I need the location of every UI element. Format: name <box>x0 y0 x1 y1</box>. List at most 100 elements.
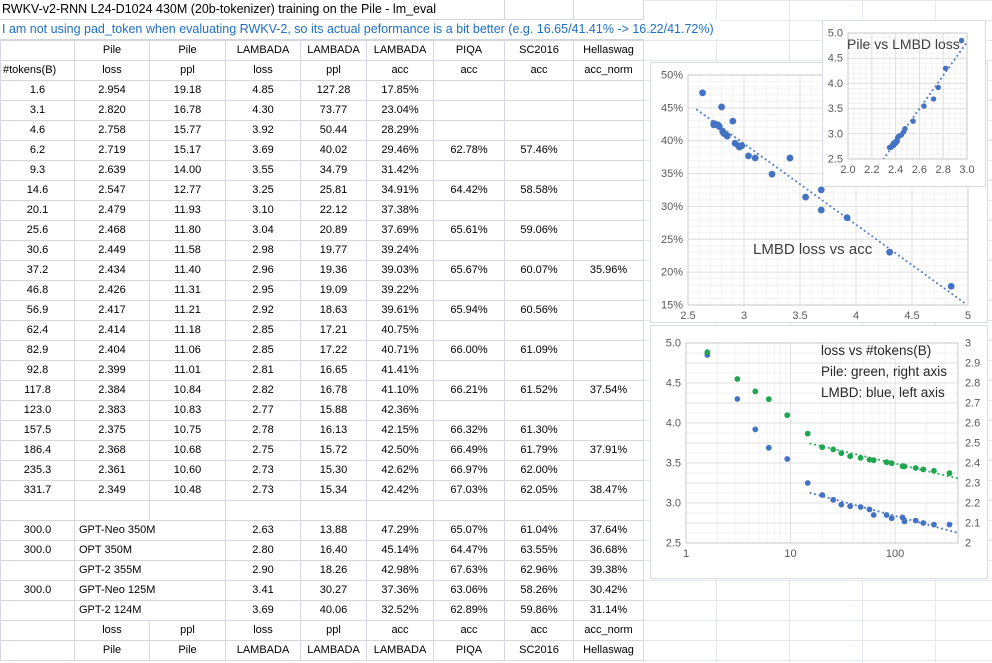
cell[interactable] <box>573 460 644 481</box>
cell[interactable]: 66.21% <box>433 380 505 401</box>
cell[interactable] <box>504 100 574 121</box>
cell[interactable]: 3.10 <box>225 200 301 221</box>
cell[interactable]: 16.78 <box>300 380 367 401</box>
column-header[interactable]: loss <box>225 620 301 641</box>
cell[interactable] <box>573 180 644 201</box>
cell[interactable]: 66.97% <box>433 460 505 481</box>
cell[interactable]: 59.86% <box>504 600 574 621</box>
cell[interactable]: 186.4 <box>0 440 75 461</box>
cell[interactable]: 11.40 <box>149 260 226 281</box>
cell[interactable]: 34.91% <box>366 180 434 201</box>
cell[interactable]: 20.1 <box>0 200 75 221</box>
cell[interactable]: 2.81 <box>225 360 301 381</box>
cell[interactable] <box>573 240 644 261</box>
cell[interactable] <box>573 500 644 521</box>
cell[interactable]: 37.2 <box>0 260 75 281</box>
cell[interactable]: 2.417 <box>74 300 150 321</box>
column-header[interactable]: acc <box>366 60 434 81</box>
cell[interactable] <box>433 360 505 381</box>
series-points[interactable] <box>886 37 965 151</box>
cell[interactable] <box>504 240 574 261</box>
cell[interactable] <box>504 80 574 101</box>
cell[interactable] <box>0 560 75 581</box>
cell[interactable]: 2.82 <box>225 380 301 401</box>
cell[interactable]: 29.46% <box>366 140 434 161</box>
cell[interactable] <box>573 300 644 321</box>
cell[interactable]: 11.80 <box>149 220 226 241</box>
cell[interactable]: 82.9 <box>0 340 75 361</box>
cell[interactable]: 18.26 <box>300 560 367 581</box>
cell[interactable]: 39.24% <box>366 240 434 261</box>
cell[interactable]: 65.61% <box>433 220 505 241</box>
cell[interactable]: 58.58% <box>504 180 574 201</box>
cell[interactable]: 11.58 <box>149 240 226 261</box>
cell[interactable]: 2.77 <box>225 400 301 421</box>
cell[interactable]: 3.69 <box>225 600 301 621</box>
cell[interactable]: 15.30 <box>300 460 367 481</box>
cell[interactable]: 61.79% <box>504 440 574 461</box>
cell[interactable]: 2.73 <box>225 480 301 501</box>
column-header[interactable]: acc <box>433 60 505 81</box>
cell[interactable] <box>573 200 644 221</box>
cell[interactable]: 42.98% <box>366 560 434 581</box>
column-header[interactable]: LAMBADA <box>225 640 301 661</box>
cell[interactable]: GPT-2 124M <box>74 600 226 621</box>
cell[interactable]: 92.8 <box>0 360 75 381</box>
cell[interactable] <box>433 80 505 101</box>
cell[interactable]: 2.383 <box>74 400 150 421</box>
cell[interactable] <box>573 400 644 421</box>
cell[interactable] <box>300 500 367 521</box>
cell[interactable]: 2.414 <box>74 320 150 341</box>
cell[interactable]: 46.8 <box>0 280 75 301</box>
cell[interactable]: 30.42% <box>573 580 644 601</box>
cell[interactable]: 4.6 <box>0 120 75 141</box>
cell[interactable]: 2.85 <box>225 340 301 361</box>
cell[interactable] <box>573 280 644 301</box>
cell[interactable]: 2.90 <box>225 560 301 581</box>
cell[interactable]: 41.10% <box>366 380 434 401</box>
cell[interactable]: 127.28 <box>300 80 367 101</box>
cell[interactable]: 2.449 <box>74 240 150 261</box>
column-header[interactable]: loss <box>74 620 150 641</box>
column-header[interactable]: LAMBADA <box>300 40 367 61</box>
cell[interactable]: 30.6 <box>0 240 75 261</box>
cell[interactable]: 2.368 <box>74 440 150 461</box>
cell[interactable]: 19.18 <box>149 80 226 101</box>
cell[interactable]: 300.0 <box>0 580 75 601</box>
cell[interactable]: 10.84 <box>149 380 226 401</box>
column-header[interactable]: #tokens(B) <box>0 60 75 81</box>
cell[interactable]: 37.64% <box>573 520 644 541</box>
cell[interactable]: GPT-Neo 125M <box>74 580 226 601</box>
cell[interactable]: 18.63 <box>300 300 367 321</box>
cell[interactable]: 50.44 <box>300 120 367 141</box>
column-header[interactable]: SC2016 <box>504 40 574 61</box>
cell[interactable]: 3.69 <box>225 140 301 161</box>
cell[interactable]: 66.32% <box>433 420 505 441</box>
cell[interactable]: 66.00% <box>433 340 505 361</box>
cell[interactable]: 2.73 <box>225 460 301 481</box>
column-header[interactable]: acc <box>366 620 434 641</box>
cell[interactable] <box>433 400 505 421</box>
cell[interactable] <box>433 100 505 121</box>
cell[interactable]: 64.42% <box>433 180 505 201</box>
cell[interactable]: 60.56% <box>504 300 574 321</box>
cell[interactable]: 2.479 <box>74 200 150 221</box>
cell[interactable]: GPT-Neo 350M <box>74 520 226 541</box>
column-header[interactable]: LAMBADA <box>300 640 367 661</box>
column-header[interactable]: ppl <box>300 60 367 81</box>
column-header[interactable]: loss <box>225 60 301 81</box>
sheet-title-cell[interactable]: RWKV-v2-RNN L24-D1024 430M (20b-tokenize… <box>0 0 644 20</box>
cell[interactable]: 11.18 <box>149 320 226 341</box>
cell[interactable]: 123.0 <box>0 400 75 421</box>
cell[interactable]: 32.52% <box>366 600 434 621</box>
sheet-note-cell[interactable]: I am not using pad_token when evaluating… <box>0 20 720 40</box>
cell[interactable]: 16.13 <box>300 420 367 441</box>
cell[interactable] <box>573 120 644 141</box>
column-header[interactable]: Hellaswag <box>573 40 644 61</box>
cell[interactable] <box>74 500 150 521</box>
cell[interactable]: 12.77 <box>149 180 226 201</box>
cell[interactable]: 60.07% <box>504 260 574 281</box>
cell[interactable]: 67.03% <box>433 480 505 501</box>
column-header[interactable]: ppl <box>149 620 226 641</box>
cell[interactable]: 36.68% <box>573 540 644 561</box>
